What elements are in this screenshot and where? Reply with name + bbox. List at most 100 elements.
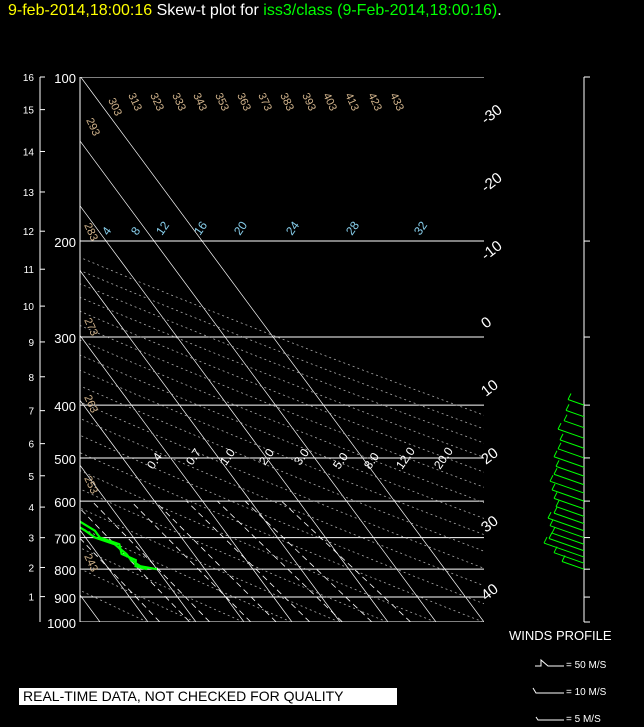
theta-label-12: 413 [342, 91, 361, 113]
theta-label-15: 283 [81, 221, 100, 243]
height-label-5: 5 [28, 472, 34, 483]
dry-adiabat-343 [80, 401, 484, 569]
height-label-1: 1 [28, 593, 34, 604]
theta-label-17: 263 [81, 393, 100, 415]
pressure-label-400: 400 [54, 399, 76, 414]
title-date: 9-feb-2014,18:00:16 [8, 2, 153, 19]
wind-barb-flag-10 [551, 483, 556, 491]
wind-barb-18 [563, 420, 585, 429]
mixing-label-6: 28 [343, 218, 362, 237]
wind-barb-flag-6 [547, 511, 552, 519]
dry-adiabat-373 [80, 354, 484, 519]
theta-label-0: 293 [83, 116, 102, 138]
isotherm-0 [80, 334, 293, 622]
mixing-line-0 [80, 537, 161, 622]
wind-barb-16 [559, 439, 585, 449]
isotherm--50 [0, 77, 52, 622]
theta-label-3: 323 [147, 91, 166, 113]
mixing-line-6 [217, 500, 343, 622]
theta-label-1: 303 [105, 96, 124, 118]
wind-barb-17 [557, 428, 585, 439]
low-label-4: 3.0 [291, 446, 312, 468]
temp-right-label-3: 0 [478, 314, 495, 333]
dry-adiabat-393 [80, 325, 484, 488]
temp-right-label-5: 20 [478, 444, 502, 468]
wind-barb-7 [553, 512, 585, 525]
height-label-13: 13 [23, 188, 35, 199]
mixing-label-2: 12 [153, 218, 172, 237]
isotherm-20 [80, 205, 389, 622]
isotherm--60 [0, 77, 4, 622]
wind-barb-11 [549, 480, 585, 494]
isotherm--20 [80, 464, 197, 622]
pressure-label-600: 600 [54, 495, 76, 510]
theta-label-16: 273 [81, 316, 100, 338]
legend-5-symbol [535, 716, 564, 721]
height-label-11: 11 [24, 265, 35, 276]
height-label-12: 12 [23, 227, 35, 238]
theta-label-18: 253 [81, 474, 100, 496]
height-label-8: 8 [28, 373, 34, 384]
wind-barb-13 [555, 465, 585, 477]
temp-right-label-6: 30 [478, 512, 502, 536]
dry-adiabat-443 [80, 256, 484, 416]
wind-barb-12 [553, 473, 585, 486]
pressure-label-500: 500 [54, 452, 76, 467]
wind-barb-flag-11 [549, 474, 554, 482]
chart-title: 9-feb-2014,18:00:16 Skew-t plot for iss3… [8, 2, 502, 20]
wind-barb-flag-15 [557, 442, 562, 450]
wind-barb-14 [553, 456, 585, 468]
pressure-label-900: 900 [54, 591, 76, 606]
title-station: iss3/class [263, 2, 333, 19]
theta-label-11: 403 [320, 91, 339, 113]
pressure-label-700: 700 [54, 532, 76, 547]
mixing-line-3 [130, 500, 252, 622]
quality-notice: REAL-TIME DATA, NOT CHECKED FOR QUALITY [19, 688, 397, 705]
wind-barb-0 [561, 561, 585, 570]
theta-label-10: 393 [299, 91, 318, 113]
grid-group [0, 77, 484, 622]
wind-barb-4 [551, 532, 585, 545]
height-label-7: 7 [28, 407, 34, 418]
wind-barb-19 [565, 409, 585, 418]
height-label-9: 9 [28, 338, 34, 349]
isotherm-30 [80, 140, 437, 622]
wind-barb-flag-17 [557, 422, 562, 430]
wind-barb-15 [557, 448, 585, 459]
wind-barb-flag-8 [555, 500, 560, 507]
wind-barb-flag-4 [551, 526, 556, 534]
pressure-label-1000: 1000 [47, 616, 76, 631]
mixing-label-1: 8 [128, 224, 143, 238]
mixing-label-7: 32 [411, 218, 430, 237]
wind-barb-8 [555, 506, 585, 517]
isotherm-40 [80, 77, 484, 622]
winds-legend-50: = 50 M/S [566, 660, 607, 671]
mixing-label-4: 20 [231, 218, 250, 237]
low-label-6: 8.0 [361, 450, 382, 472]
title-prefix: Skew-t plot for [156, 2, 259, 19]
title-suffix: . [497, 2, 502, 19]
low-label-2: 1.0 [217, 446, 238, 468]
pressure-label-300: 300 [54, 331, 76, 346]
temp-right-label-0: -30 [478, 101, 506, 128]
wind-barb-10 [551, 489, 585, 502]
height-label-14: 14 [23, 147, 35, 158]
isotherm--30 [80, 529, 149, 622]
theta-label-5: 343 [190, 91, 209, 113]
height-label-6: 6 [28, 440, 34, 451]
mixing-label-0: 4 [99, 224, 114, 238]
mixing-line-7 [244, 500, 373, 622]
winds-legend-10: = 10 M/S [566, 687, 607, 698]
height-label-4: 4 [28, 503, 34, 514]
isotherm--40 [80, 594, 101, 622]
wind-barb-1 [553, 552, 585, 564]
pressure-label-100: 100 [54, 71, 76, 86]
temp-right-label-4: 10 [478, 376, 502, 400]
wind-barb-20 [567, 399, 585, 406]
dry-adiabat-323 [80, 434, 484, 605]
theta-label-9: 383 [277, 91, 296, 113]
legend-50-symbol [535, 658, 564, 667]
mixing-line-5 [186, 500, 311, 622]
dry-adiabat-403 [80, 310, 484, 473]
